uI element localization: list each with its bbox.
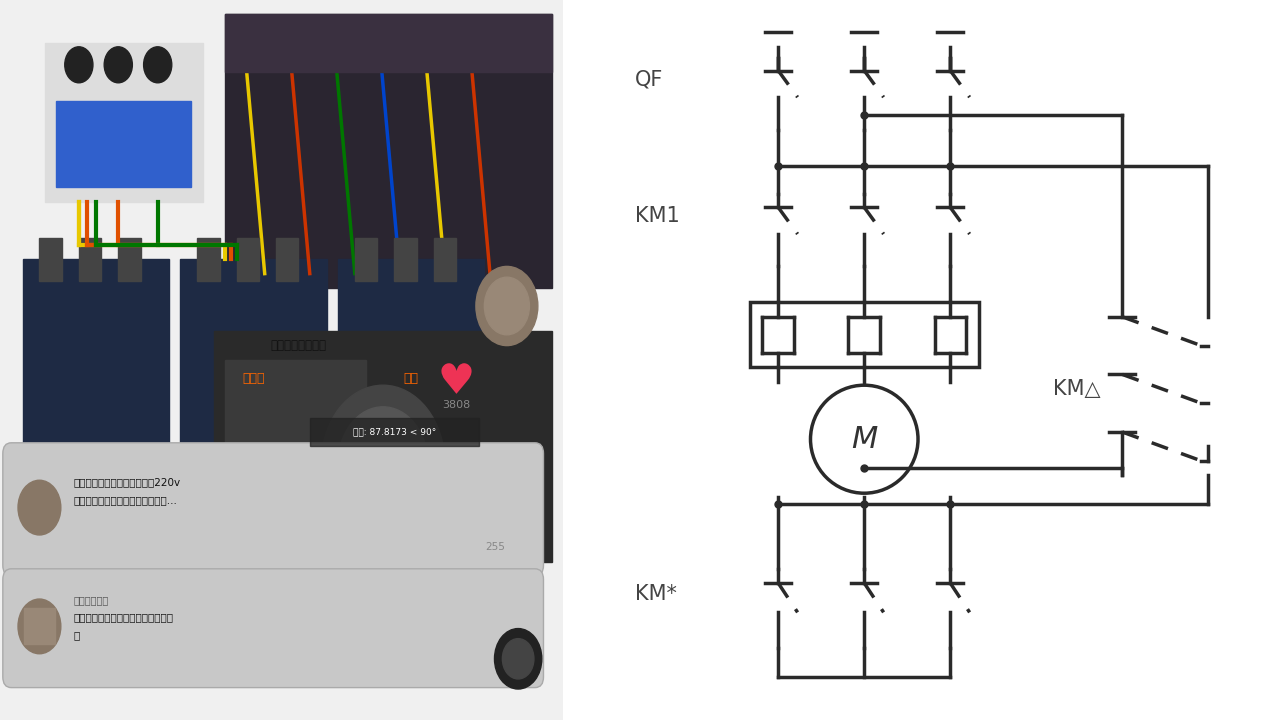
Text: 还有启动控制线没接，还差时间继电: 还有启动控制线没接，还差时间继电 (73, 612, 173, 622)
Text: 极轴: 87.8173 < 90°: 极轴: 87.8173 < 90° (352, 428, 436, 436)
Circle shape (65, 47, 93, 83)
Circle shape (18, 599, 61, 654)
Bar (338, 259, 484, 475)
Bar (237, 238, 259, 281)
Bar (276, 238, 298, 281)
Text: M: M (851, 425, 878, 454)
Bar (23, 608, 55, 644)
Bar (79, 454, 101, 497)
Circle shape (494, 629, 541, 689)
Text: KM1: KM1 (635, 206, 680, 226)
Bar (355, 238, 378, 281)
Bar (118, 454, 141, 497)
Bar (225, 14, 552, 288)
Circle shape (338, 407, 428, 522)
Text: 3808: 3808 (442, 400, 470, 410)
Bar (394, 454, 417, 497)
Bar (40, 238, 61, 281)
Circle shape (502, 639, 534, 679)
Bar (197, 238, 220, 281)
Bar (750, 302, 979, 367)
Text: QF: QF (635, 69, 663, 89)
Text: 星型: 星型 (403, 372, 419, 384)
Text: 三角型: 三角型 (242, 372, 265, 384)
Bar (79, 238, 101, 281)
Bar (23, 259, 169, 475)
Text: 关注视频后面分享: 关注视频后面分享 (270, 339, 326, 352)
Circle shape (104, 47, 132, 83)
Text: 器: 器 (73, 630, 79, 640)
Text: KM△: KM△ (1053, 379, 1101, 399)
Circle shape (321, 385, 445, 544)
FancyBboxPatch shape (3, 569, 544, 688)
Bar (45, 43, 202, 202)
Bar (310, 418, 479, 446)
Bar (434, 238, 456, 281)
Bar (40, 454, 61, 497)
Text: 255: 255 (485, 542, 506, 552)
Circle shape (476, 266, 538, 346)
Circle shape (143, 47, 172, 83)
Text: 我想看就这种电机怎么改成接220v: 我想看就这种电机怎么改成接220v (73, 477, 180, 487)
Bar (355, 454, 378, 497)
Circle shape (484, 277, 530, 335)
Text: 物业工程师：: 物业工程师： (73, 595, 109, 605)
Bar (180, 259, 326, 475)
Text: KM*: KM* (635, 584, 677, 604)
Circle shape (18, 480, 61, 535)
Bar (237, 454, 259, 497)
Bar (225, 14, 552, 72)
Text: 电用的，还带倒顺开关可以正反转...: 电用的，还带倒顺开关可以正反转... (73, 495, 177, 505)
Bar (56, 101, 192, 187)
FancyBboxPatch shape (3, 443, 544, 576)
Bar (197, 454, 220, 497)
Bar (434, 454, 456, 497)
Bar (225, 360, 366, 547)
Bar (394, 238, 417, 281)
Bar (276, 454, 298, 497)
Bar (118, 238, 141, 281)
Bar (214, 331, 552, 562)
